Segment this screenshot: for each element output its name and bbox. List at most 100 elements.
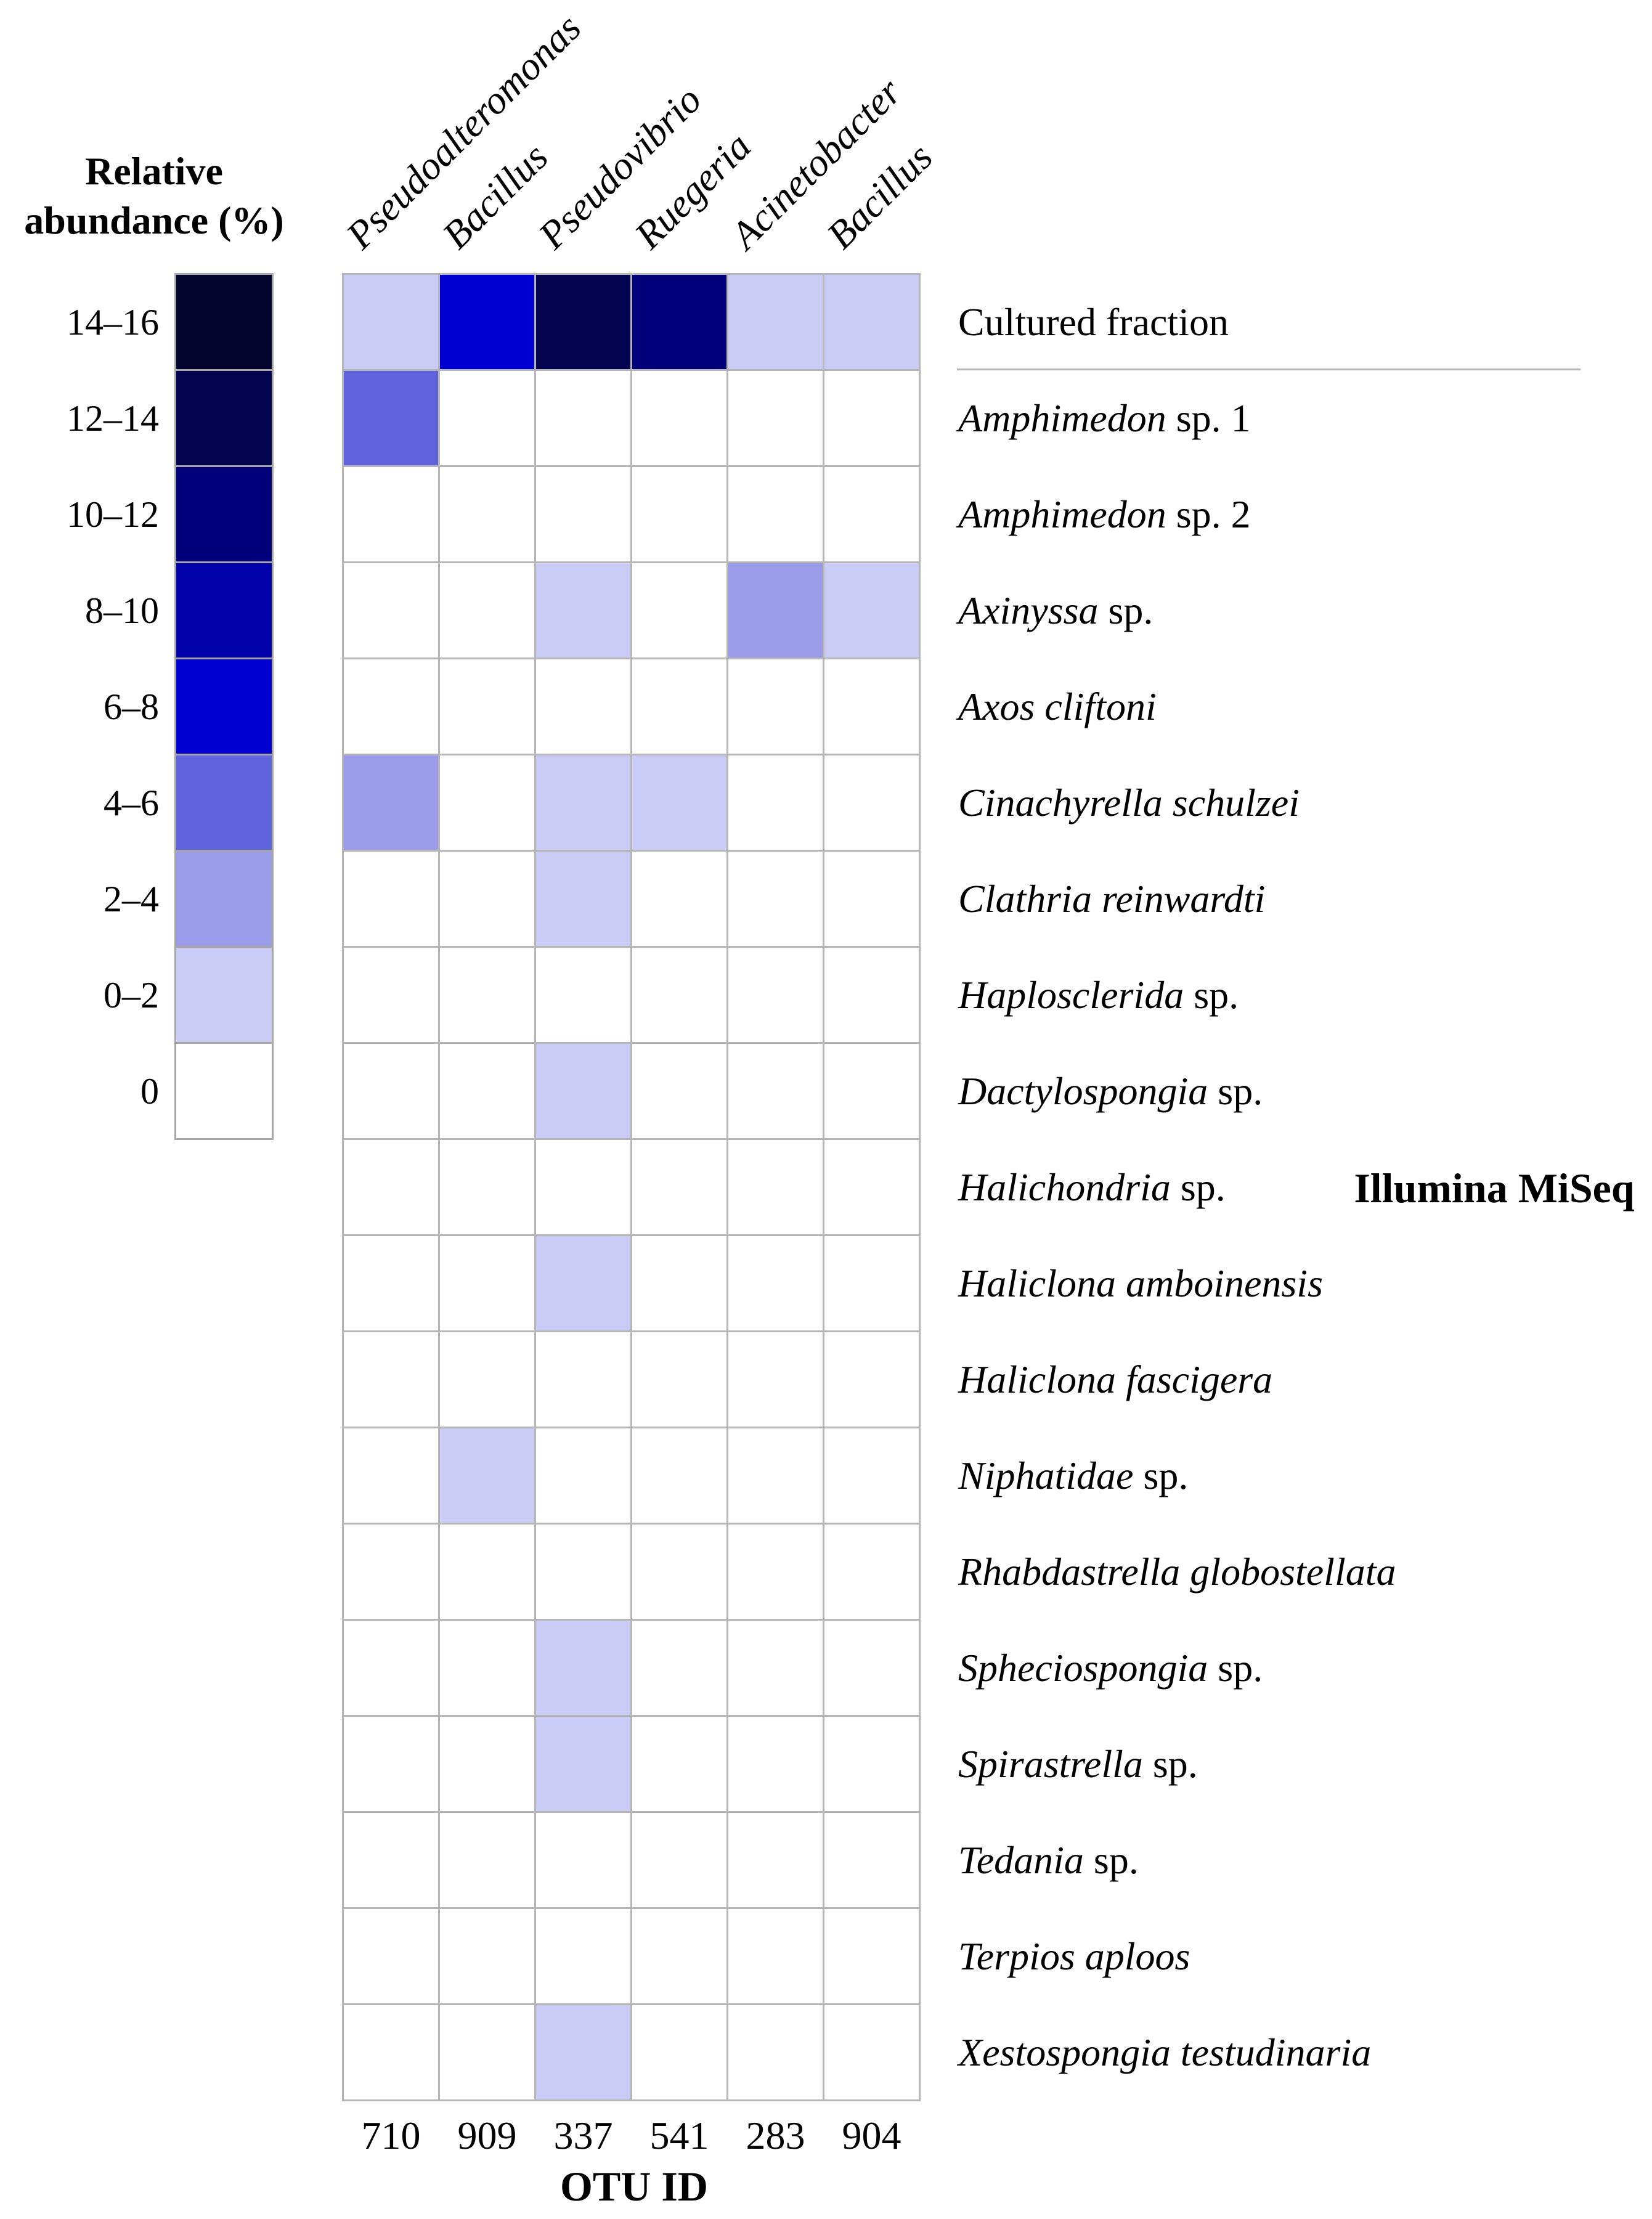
heatmap-cell (632, 1717, 726, 1811)
heatmap-cell (440, 852, 534, 946)
heatmap-cell (728, 755, 823, 850)
heatmap-cell (536, 948, 630, 1042)
heatmap-cell (536, 1525, 630, 1619)
legend-swatch-4–6 (176, 755, 272, 850)
heatmap-cell (632, 659, 726, 754)
row-label-genus: Axinyssa (958, 588, 1099, 632)
otu-id-label: 904 (842, 2114, 901, 2157)
row-label: Axinyssa sp. (958, 588, 1153, 633)
heatmap-cell (824, 948, 919, 1042)
heatmap-cell (824, 371, 919, 465)
heatmap-cell (632, 1332, 726, 1427)
heatmap-cell (632, 1236, 726, 1330)
heatmap-cell (728, 275, 823, 369)
heatmap-cell (536, 563, 630, 658)
heatmap-cell (536, 275, 630, 369)
heatmap-cell (728, 2005, 823, 2099)
legend-swatch-2–4 (176, 852, 272, 946)
heatmap-cell (440, 1525, 534, 1619)
row-label-genus: Haliclona fascigera (958, 1357, 1273, 1401)
row-label-suffix: sp. (1142, 1741, 1198, 1786)
legend-bin-label: 8–10 (85, 590, 159, 631)
heatmap-cell (344, 1717, 438, 1811)
heatmap-cell (824, 1236, 919, 1330)
row-label-genus: Halichondria (958, 1165, 1171, 1209)
heatmap-cell (344, 1140, 438, 1234)
row-label: Rhabdastrella globostellata (958, 1550, 1396, 1594)
heatmap-cell (824, 467, 919, 561)
heatmap-cell (824, 1909, 919, 2003)
row-label-suffix: sp. (1208, 1645, 1263, 1690)
heatmap-cell (536, 1044, 630, 1138)
heatmap-cell (536, 2005, 630, 2099)
row-label-suffix: sp. 2 (1166, 492, 1251, 536)
heatmap-cell (632, 1044, 726, 1138)
heatmap-cell (728, 467, 823, 561)
heatmap-cell (440, 563, 534, 658)
heatmap-cell (344, 563, 438, 658)
heatmap-cell (632, 2005, 726, 2099)
heatmap-cell (824, 275, 919, 369)
heatmap-cell (440, 1621, 534, 1715)
heatmap-cell (440, 659, 534, 754)
row-label: Amphimedon sp. 1 (958, 396, 1251, 441)
heatmap-cell (728, 659, 823, 754)
heatmap-cell (536, 1717, 630, 1811)
heatmap-cell (344, 1428, 438, 1523)
heatmap-cell (728, 1428, 823, 1523)
legend-title: Relative abundance (%) (24, 149, 284, 242)
heatmap-cell (824, 2005, 919, 2099)
legend-bin-label: 10–12 (67, 494, 159, 535)
heatmap-cell (824, 1428, 919, 1523)
heatmap-cell (344, 1332, 438, 1427)
heatmap-cell (824, 1044, 919, 1138)
heatmap-cell (632, 467, 726, 561)
heatmap-cell (632, 1909, 726, 2003)
heatmap-grid (342, 273, 921, 2101)
heatmap-cell (536, 755, 630, 850)
heatmap-cell (344, 659, 438, 754)
heatmap-cell (440, 1909, 534, 2003)
row-label: Dactylospongia sp. (958, 1069, 1263, 1114)
heatmap-cell (536, 1332, 630, 1427)
heatmap-cell (344, 1813, 438, 1907)
row-label-genus: Spirastrella (958, 1741, 1143, 1786)
heatmap-cell (824, 1140, 919, 1234)
heatmap-cell (824, 563, 919, 658)
legend-swatch-8–10 (176, 563, 272, 658)
legend-bin-label: 14–16 (67, 301, 159, 343)
row-label: Haliclona fascigera (958, 1358, 1272, 1402)
legend-swatch-6–8 (176, 659, 272, 754)
row-label-suffix: sp. (1170, 1165, 1226, 1209)
row-label-genus: Niphatidae (958, 1453, 1134, 1497)
heatmap-cell (440, 1140, 534, 1234)
row-label-suffix: sp. 1 (1166, 396, 1251, 440)
heatmap-cell (440, 2005, 534, 2099)
heatmap-cell (824, 1813, 919, 1907)
heatmap-cell (728, 852, 823, 946)
heatmap-cell (344, 275, 438, 369)
heatmap-cell (536, 1236, 630, 1330)
row-label: Xestospongia testudinaria (958, 2030, 1371, 2075)
row-label-suffix: Cultured fraction (958, 299, 1229, 344)
heatmap-cell (632, 755, 726, 850)
row-label-suffix: sp. (1184, 972, 1239, 1017)
heatmap-cell (440, 275, 534, 369)
heatmap-cell (824, 1717, 919, 1811)
legend-swatch-10–12 (176, 467, 272, 561)
heatmap-cell (824, 659, 919, 754)
heatmap-cell (344, 948, 438, 1042)
heatmap-cell (344, 2005, 438, 2099)
legend-bin-label: 0 (140, 1070, 159, 1112)
otu-id-label: 283 (746, 2114, 805, 2157)
heatmap-cell (728, 1525, 823, 1619)
row-label: Axos cliftoni (958, 685, 1157, 729)
legend-swatch-12–14 (176, 371, 272, 465)
row-label-genus: Terpios aploos (958, 1934, 1190, 1978)
heatmap-cell (536, 467, 630, 561)
heatmap-cell (728, 371, 823, 465)
heatmap-cell (536, 1621, 630, 1715)
heatmap-cell (344, 755, 438, 850)
heatmap-cell (344, 371, 438, 465)
